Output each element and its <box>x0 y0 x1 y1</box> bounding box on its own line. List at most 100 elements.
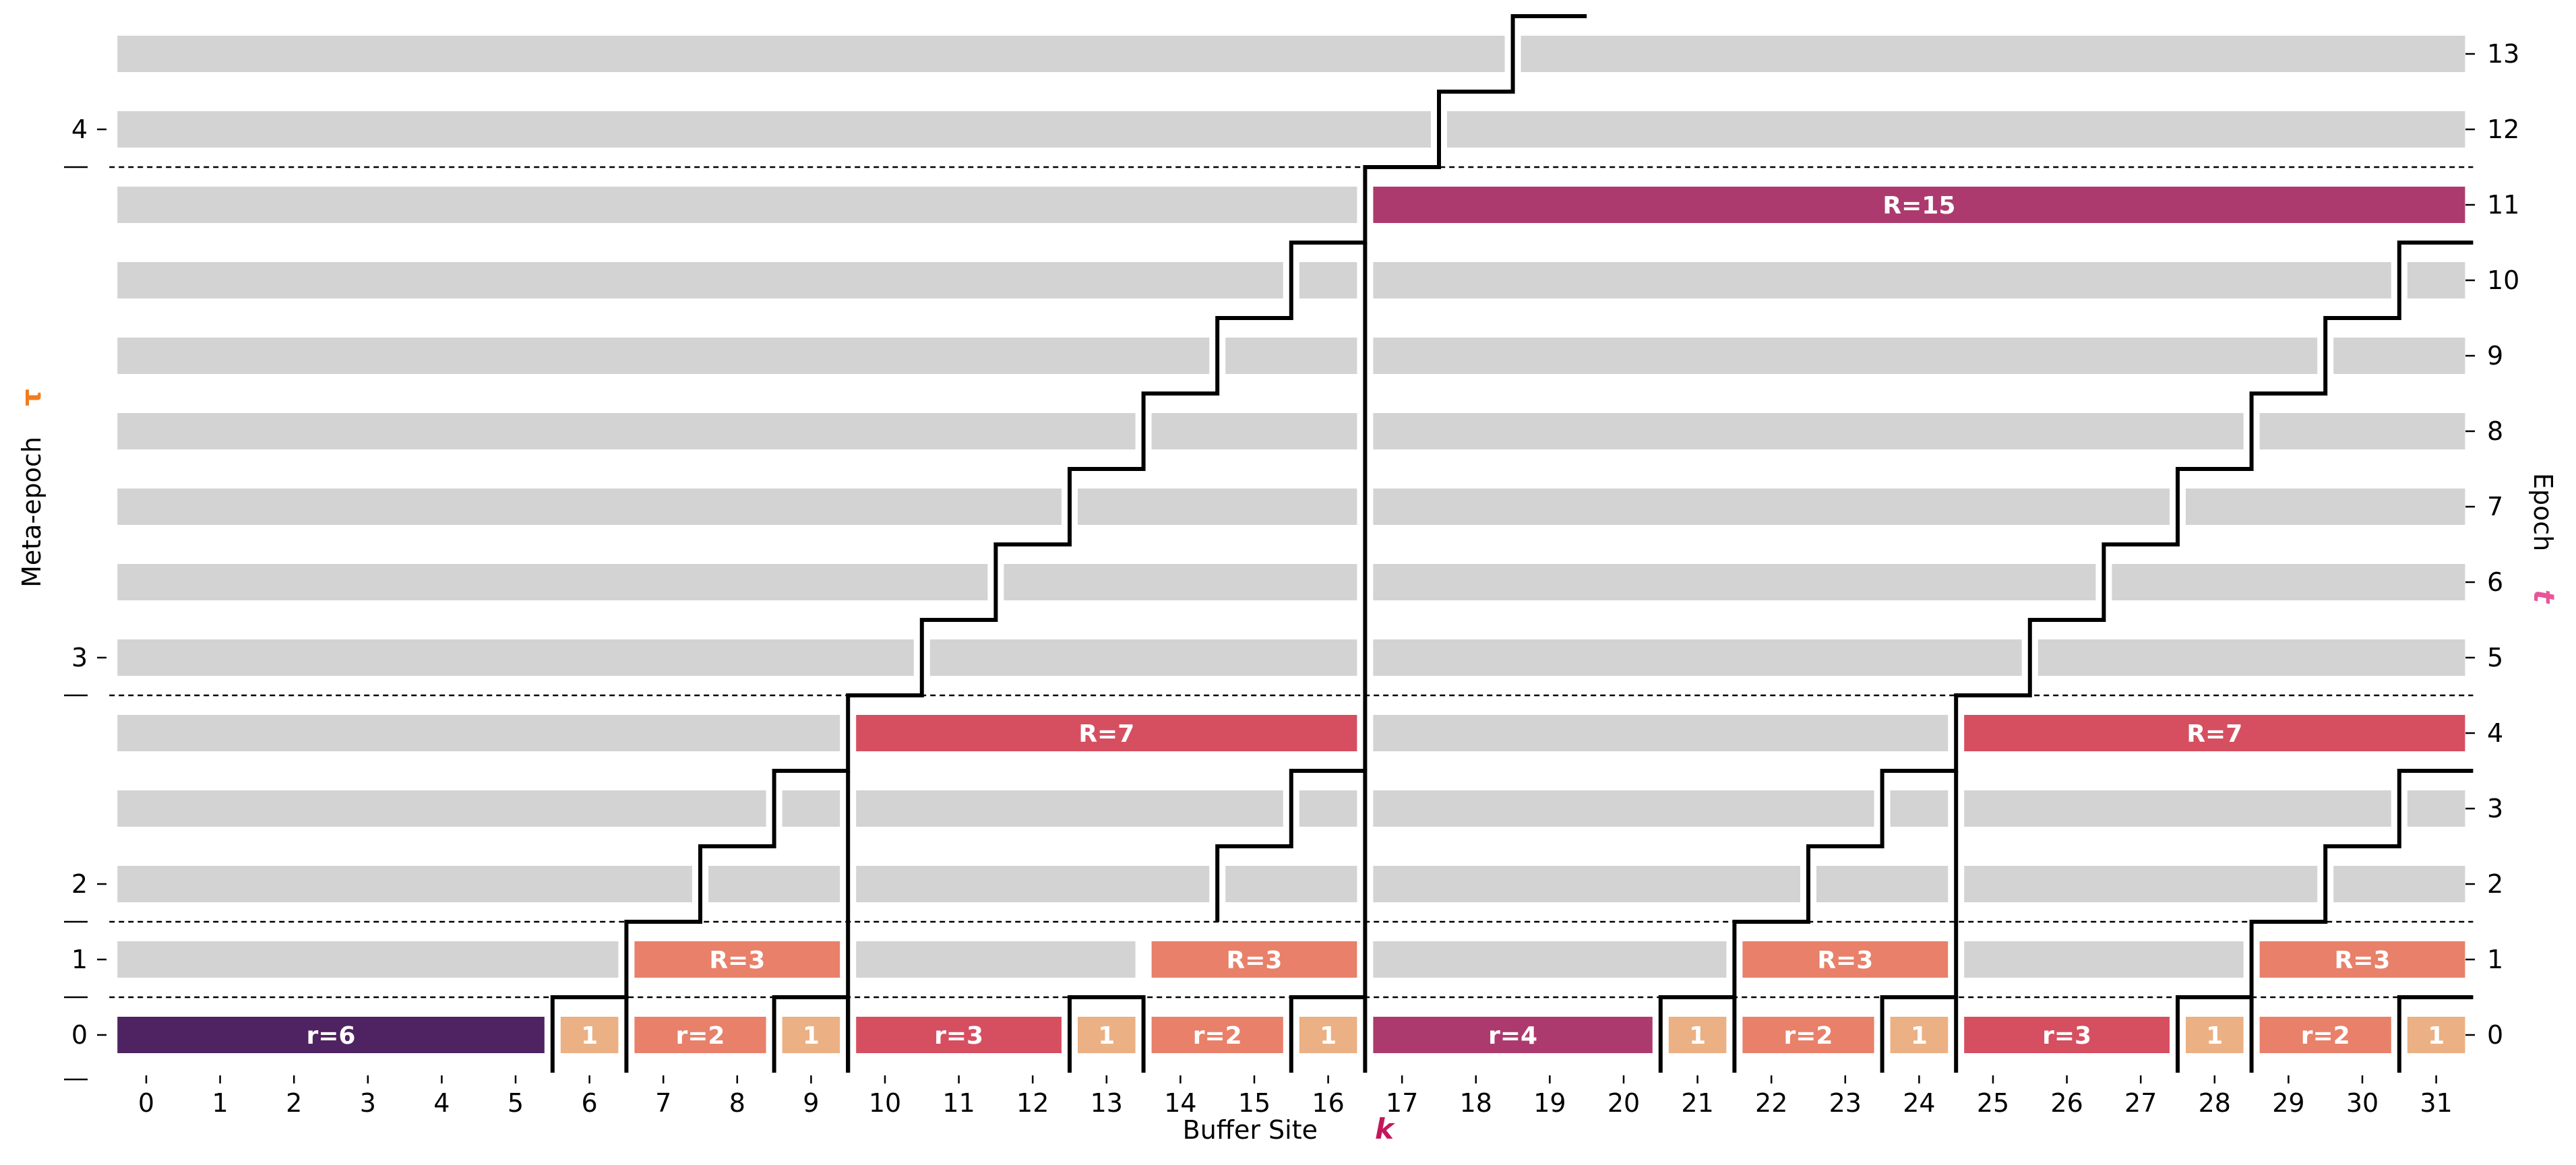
meta-epoch-tick-label: 2 <box>71 869 88 899</box>
bar-segment-epoch-8-58 <box>1373 413 2244 449</box>
bar-segment-epoch-1-20 <box>1373 941 1727 978</box>
x-tick-label: 25 <box>1977 1088 2009 1118</box>
bar-segment-epoch-3-38 <box>1964 790 2391 827</box>
x-tick-label: 6 <box>582 1088 598 1118</box>
bar-segment-epoch-2-26 <box>856 866 1210 902</box>
bar-label: 1 <box>803 1022 820 1050</box>
epoch-tick-label: 6 <box>2487 567 2503 597</box>
bar-segment-epoch-0-8 <box>1373 1017 1653 1053</box>
bar-segment-epoch-2-28 <box>1373 866 1800 902</box>
x-tick-label: 15 <box>1238 1088 1270 1118</box>
x-tick-label: 11 <box>942 1088 975 1118</box>
bar-segment-epoch-7-53 <box>1078 489 1357 525</box>
bar-segment-epoch-7-52 <box>117 489 1062 525</box>
bar-segment-epoch-10-65 <box>1299 262 1357 298</box>
bar-segment-epoch-2-25 <box>708 866 840 902</box>
bar-segment-epoch-9-62 <box>1373 338 2318 374</box>
x-tick-label: 7 <box>655 1088 671 1118</box>
bar-label: 1 <box>1098 1022 1115 1050</box>
x-tick-label: 26 <box>2050 1088 2083 1118</box>
x-tick-label: 13 <box>1091 1088 1123 1118</box>
bar-segment-epoch-2-31 <box>2333 866 2465 902</box>
bar-label: 1 <box>1320 1022 1337 1050</box>
epoch-tick-label: 2 <box>2487 869 2503 899</box>
x-tick-label: 30 <box>2346 1088 2379 1118</box>
bar-segment-epoch-3-32 <box>117 790 766 827</box>
x-tick-label: 4 <box>433 1088 450 1118</box>
x-tick-label: 28 <box>2199 1088 2231 1118</box>
step-line-7 <box>1658 241 2474 1073</box>
x-tick-label: 9 <box>803 1088 819 1118</box>
bar-segment-epoch-2-30 <box>1964 866 2318 902</box>
bar-label: R=3 <box>2335 947 2391 974</box>
meta-epoch-tick-label: 4 <box>71 115 88 144</box>
bar-segment-epoch-0-1 <box>560 1017 619 1053</box>
bar-segment-epoch-3-36 <box>1373 790 1874 827</box>
bar-segment-epoch-7-55 <box>2186 489 2465 525</box>
bar-segment-epoch-9-60 <box>117 338 1210 374</box>
epoch-tick-label: 10 <box>2487 265 2519 295</box>
step-line-0 <box>550 14 1587 1073</box>
x-tick-label: 14 <box>1164 1088 1196 1118</box>
bar-label: R=3 <box>1817 947 1873 974</box>
bar-segment-epoch-4-42 <box>1373 715 1949 751</box>
step-line-13 <box>2397 995 2474 1073</box>
bars-layer: r=6 1 r=2 1 r=3 1 r=2 1 r=4 1 r=2 1 r=3 1 r=2 1 R=3 R=3 R=… <box>117 36 2465 1053</box>
bar-segment-epoch-3-34 <box>856 790 1283 827</box>
epoch-tick-label: 5 <box>2487 643 2503 672</box>
bar-segment-epoch-8-59 <box>2259 413 2465 449</box>
x-tick-label: 12 <box>1016 1088 1049 1118</box>
bar-segment-epoch-0-12 <box>1964 1017 2170 1053</box>
bar-label: r=2 <box>2301 1022 2350 1050</box>
bar-segment-epoch-1-16 <box>117 941 619 978</box>
x-tick-label: 23 <box>1829 1088 1862 1118</box>
step-line-11 <box>2176 769 2474 1073</box>
bar-segment-epoch-11-68 <box>117 187 1357 223</box>
bar-segment-epoch-6-50 <box>1373 564 2096 600</box>
bar-segment-epoch-1-19 <box>1151 941 1357 978</box>
step-line-3 <box>1068 995 1146 1073</box>
meta-epoch-tick-label: 1 <box>71 945 88 974</box>
x-tick-label: 22 <box>1755 1088 1787 1118</box>
bar-segment-epoch-6-49 <box>1004 564 1357 600</box>
bar-segment-epoch-0-13 <box>2186 1017 2244 1053</box>
left-axis-title: Meta-epoch <box>17 437 47 588</box>
x-tick-label: 0 <box>138 1088 154 1118</box>
step-line-5 <box>1215 769 1368 997</box>
step-lines-layer <box>550 14 2474 1073</box>
x-tick-label: 29 <box>2272 1088 2304 1118</box>
bar-segment-epoch-2-24 <box>117 866 692 902</box>
x-tick-label: 18 <box>1460 1088 1492 1118</box>
left-axis-title-symbol: τ <box>16 389 47 406</box>
bar-label: 1 <box>2428 1022 2445 1050</box>
epoch-tick-label: 7 <box>2487 492 2503 522</box>
bar-segment-epoch-1-17 <box>634 941 840 978</box>
bar-label: R=3 <box>1227 947 1283 974</box>
bar-segment-epoch-10-67 <box>2407 262 2465 298</box>
right-axis-title-symbol: t <box>2527 590 2560 604</box>
bar-segment-epoch-6-48 <box>117 564 988 600</box>
x-tick-label: 27 <box>2124 1088 2157 1118</box>
meta-epoch-tick-label: 0 <box>71 1020 88 1050</box>
bar-label: r=4 <box>1488 1022 1537 1050</box>
bar-label: 1 <box>1689 1022 1706 1050</box>
bar-segment-epoch-0-4 <box>856 1017 1062 1053</box>
x-tick-label: 5 <box>508 1088 524 1118</box>
epoch-tick-label: 9 <box>2487 341 2503 371</box>
bar-segment-epoch-8-56 <box>117 413 1136 449</box>
epoch-tick-label: 1 <box>2487 945 2503 974</box>
bar-segment-epoch-9-61 <box>1225 338 1357 374</box>
bar-label: R=7 <box>1078 720 1134 748</box>
bar-segment-epoch-5-47 <box>2037 639 2465 676</box>
bar-segment-epoch-1-18 <box>856 941 1136 978</box>
bar-label: r=6 <box>307 1022 356 1050</box>
bar-segment-epoch-13-72 <box>117 36 1505 72</box>
bar-segment-epoch-0-7 <box>1299 1017 1357 1053</box>
bar-segment-epoch-13-73 <box>1521 36 2465 72</box>
bar-segment-epoch-1-21 <box>1742 941 1949 978</box>
meta-epoch-axis: 0 1 2 3 4 <box>71 115 106 1050</box>
x-tick-label: 19 <box>1533 1088 1566 1118</box>
step-line-4 <box>1289 995 1368 1073</box>
x-tick-label: 1 <box>212 1088 228 1118</box>
